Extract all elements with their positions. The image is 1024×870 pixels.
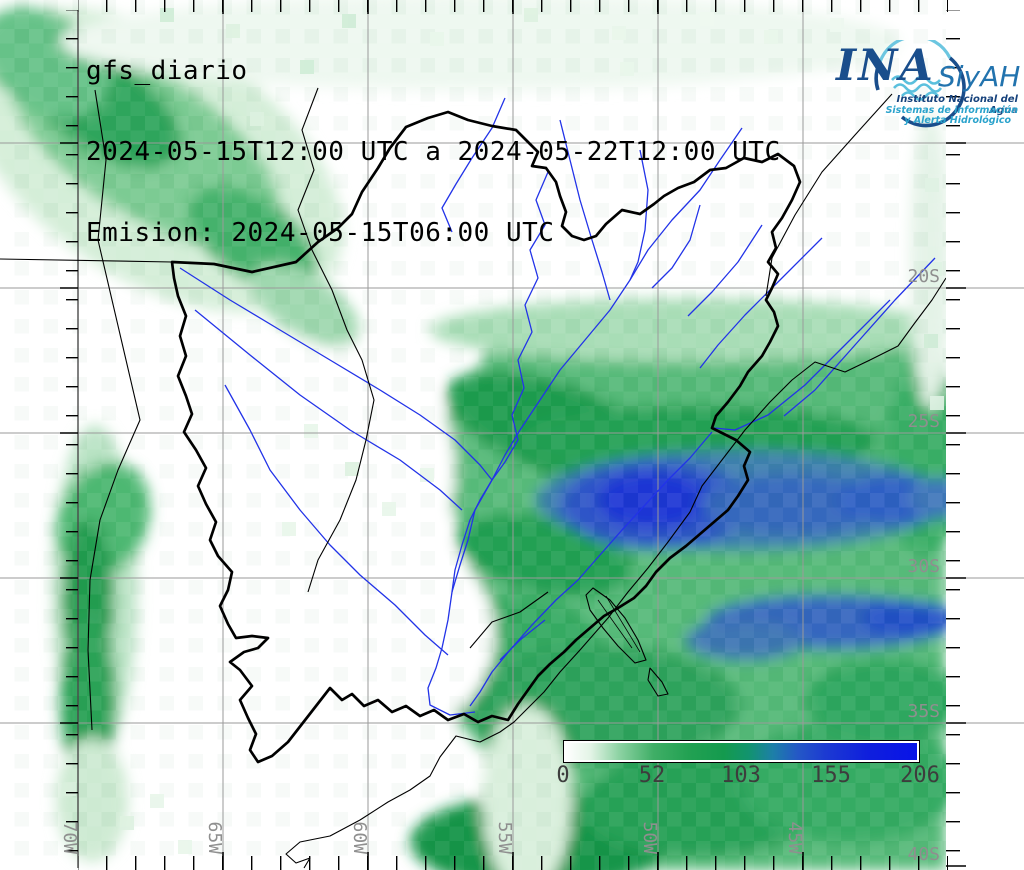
colorbar-tick-52: 52 — [638, 763, 666, 788]
lon-label-60w: 60W — [349, 821, 370, 854]
colorbar-tick-206: 206 — [900, 763, 940, 788]
lon-label-65w: 65W — [204, 821, 225, 854]
lat-label-25s: 25S — [907, 411, 940, 432]
title-run-name: gfs_diario — [86, 56, 248, 86]
title-valid-range: 2024-05-15T12:00 UTC a 2024-05-22T12:00 … — [86, 137, 781, 167]
basin-boundary — [170, 110, 802, 764]
lon-label-50w: 50W — [639, 821, 660, 854]
logo-siyah-text: SiyAH — [938, 60, 1021, 93]
colorbar-tick-103: 103 — [721, 763, 761, 788]
logo-tagline-1: Sistemas de información — [885, 105, 1018, 116]
logo-org-name: Instituto Nacional del Agua — [896, 94, 1018, 116]
ina-siyah-logo: INA SiyAH Instituto Nacional del Agua Si… — [806, 40, 1022, 136]
speckle-cells — [62, 8, 944, 854]
lon-label-55w: 55W — [494, 821, 515, 854]
logo-circle-navy-arc — [874, 56, 966, 128]
precipitation-colorbar — [563, 740, 920, 763]
logo-waves-icon — [891, 75, 943, 101]
precipitation-field — [0, 0, 946, 870]
lon-label-70w: 70W — [59, 821, 80, 854]
colorbar-gradient — [566, 743, 917, 760]
lat-label-30s: 30S — [907, 556, 940, 577]
lon-label-45w: 45W — [784, 821, 805, 854]
logo-circle-light-arc — [878, 40, 952, 63]
lat-label-35s: 35S — [907, 701, 940, 722]
lat-label-40s: 40S — [907, 844, 940, 865]
colorbar-tick-155: 155 — [811, 763, 851, 788]
logo-ina-text: INA — [836, 41, 935, 91]
colorbar-tick-0: 0 — [556, 763, 570, 788]
rivers — [179, 97, 936, 716]
plot-title: gfs_diario 2024-05-15T12:00 UTC a 2024-0… — [86, 4, 781, 301]
logo-graphics — [874, 40, 966, 128]
lat-label-20s: 20S — [907, 266, 940, 287]
axis-ticks — [60, 0, 966, 870]
title-emission: Emision: 2024-05-15T06:00 UTC — [86, 218, 555, 248]
country-borders — [0, 87, 946, 869]
logo-tagline-2: y Alerta Hidrológico — [904, 115, 1011, 126]
